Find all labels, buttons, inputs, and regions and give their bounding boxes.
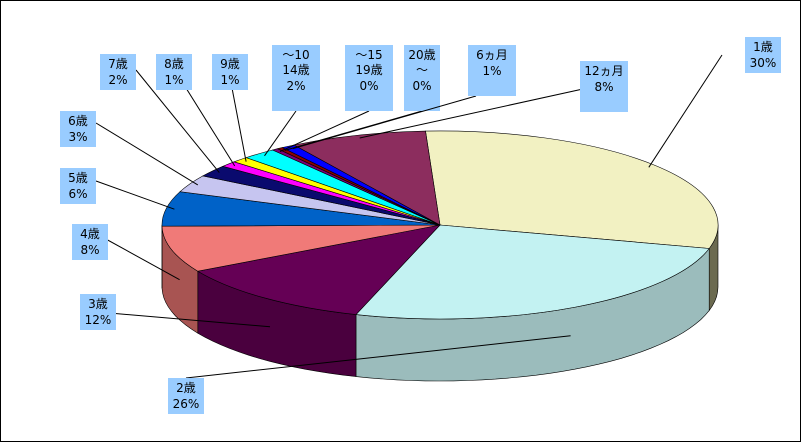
data-label-4: 5歳6%	[60, 168, 96, 204]
leader-line-5	[95, 122, 199, 186]
data-label-7: 8歳1%	[156, 54, 192, 90]
slice-name-label: 14歳	[282, 63, 309, 77]
slice-percent-label: 2%	[286, 79, 305, 93]
slice-name-label: ～10	[282, 48, 309, 62]
data-label-box	[156, 54, 192, 90]
slice-percent-label: 1%	[220, 73, 239, 87]
data-label-box	[100, 54, 136, 90]
data-label-box	[272, 45, 320, 111]
slice-percent-label: 0%	[359, 79, 378, 93]
pie-slice-0	[425, 130, 719, 249]
slice-name-label: 19歳	[355, 63, 382, 77]
leader-line-4	[95, 180, 175, 210]
data-label-8: 9歳1%	[212, 54, 248, 90]
leader-line-9	[264, 110, 297, 157]
pie-slice-2	[196, 224, 441, 315]
data-label-3: 4歳8%	[72, 224, 108, 260]
slice-percent-label: 30%	[750, 56, 777, 70]
leader-line-7	[185, 87, 236, 167]
pie-tops	[161, 130, 719, 320]
pie-slice-1	[355, 224, 710, 320]
leader-line-6	[135, 69, 220, 173]
pie-slice-13	[293, 130, 441, 226]
slice-name-label: 6ヵ月	[476, 48, 508, 62]
slice-percent-label: 0%	[412, 79, 431, 93]
data-label-box	[404, 45, 440, 111]
data-label-11: 20歳～ 0%	[404, 45, 440, 111]
leader-line-12	[292, 95, 477, 150]
slice-name-label: 1歳	[753, 40, 773, 54]
data-label-box	[745, 37, 781, 73]
data-label-5: 6歳3%	[60, 111, 96, 147]
slice-name-label: 4歳	[80, 227, 100, 241]
leader-line-3	[103, 237, 180, 281]
data-label-box	[212, 54, 248, 90]
data-label-box	[72, 224, 108, 260]
slice-name-label: 20歳	[408, 48, 435, 62]
slice-name-label: 3歳	[88, 297, 108, 311]
slice-name-label: ～15	[355, 48, 382, 62]
leader-line-8	[231, 87, 247, 162]
slice-percent-label: 3%	[68, 130, 87, 144]
slice-name-label: 5歳	[68, 171, 88, 185]
slice-percent-label: 8%	[80, 243, 99, 257]
leader-line-13	[359, 86, 593, 139]
leader-line-0	[648, 54, 723, 168]
leader-line-1	[185, 335, 571, 379]
data-label-box	[60, 111, 96, 147]
slice-percent-label: 12%	[85, 313, 112, 327]
slice-name-label: 6歳	[68, 114, 88, 128]
pie-slice-3	[161, 224, 441, 272]
slice-percent-label: 8%	[594, 80, 613, 94]
data-label-box	[80, 294, 116, 330]
data-label-box	[468, 45, 516, 96]
slice-percent-label: 1%	[164, 73, 183, 87]
data-label-box	[60, 168, 96, 204]
pie-sides	[161, 224, 719, 382]
slice-name-label: 12ヵ月	[584, 64, 623, 78]
pie-labels: 1歳30%2歳26%3歳12%4歳8%5歳6%6歳3%7歳2%8歳1%9歳1%～…	[60, 37, 781, 414]
slice-percent-label: 2%	[108, 73, 127, 87]
data-label-box	[580, 61, 628, 112]
slice-name-label: ～	[416, 63, 428, 77]
slice-name-label: 8歳	[164, 57, 184, 71]
data-label-13: 12ヵ月 8%	[580, 61, 628, 112]
slice-name-label: 9歳	[220, 57, 240, 71]
slice-name-label: 7歳	[108, 57, 128, 71]
slice-name-label: 2歳	[176, 381, 196, 395]
slice-percent-label: 6%	[68, 187, 87, 201]
leader-line-2	[97, 311, 271, 328]
data-label-box	[168, 378, 204, 414]
slice-percent-label: 1%	[482, 64, 501, 78]
data-label-box	[345, 45, 393, 111]
data-label-6: 7歳2%	[100, 54, 136, 90]
slice-percent-label: 26%	[173, 397, 200, 411]
leader-line-10	[279, 110, 370, 153]
